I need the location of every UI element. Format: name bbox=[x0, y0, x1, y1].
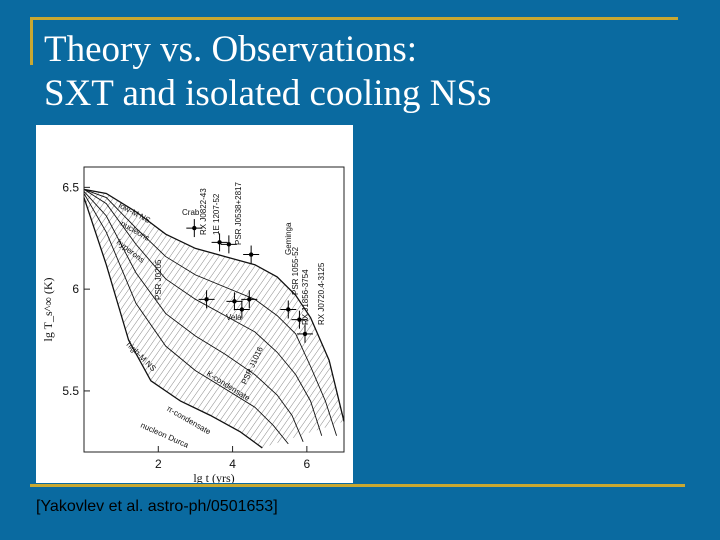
observation-point bbox=[243, 245, 260, 264]
source-label: RX J1856-3754 bbox=[301, 269, 310, 325]
source-label: RX J0720.4-3125 bbox=[317, 262, 326, 325]
source-label: 1E 1207-52 bbox=[212, 193, 221, 235]
y-tick-label: 5.5 bbox=[62, 384, 79, 398]
plot-frame bbox=[83, 166, 345, 453]
ticks-layer: 2 4 6 6.5 6 5.5 bbox=[62, 180, 310, 471]
x-tick-label: 4 bbox=[229, 457, 236, 471]
observation-point bbox=[291, 310, 308, 329]
curve-label: nucleon Durca bbox=[139, 421, 190, 450]
title-line-2: SXT and isolated cooling NSs bbox=[44, 73, 492, 114]
frame-left-line bbox=[30, 17, 33, 65]
curves-layer bbox=[83, 188, 345, 449]
y-tick-label: 6 bbox=[72, 282, 79, 296]
frame-bottom-line bbox=[30, 484, 685, 487]
title-line-1: Theory vs. Observations: bbox=[44, 29, 418, 70]
observation-point bbox=[233, 300, 250, 319]
cooling-curve-5 bbox=[83, 193, 289, 445]
observation-point bbox=[297, 324, 313, 343]
y-axis-label: lg T_s^∞ (K) bbox=[41, 278, 55, 342]
slide-title: Theory vs. Observations: SXT and isolate… bbox=[44, 28, 684, 116]
y-tick-label: 6.5 bbox=[62, 180, 79, 194]
hatched-region bbox=[84, 189, 344, 448]
cooling-curve-4 bbox=[83, 191, 304, 442]
observation-point bbox=[198, 290, 215, 309]
x-axis-label: lg t (yrs) bbox=[193, 471, 234, 483]
x-tick-label: 2 bbox=[155, 457, 162, 471]
source-label: RX J0822-43 bbox=[199, 188, 208, 235]
observation-point bbox=[211, 233, 228, 252]
source-label: PSR J0205 bbox=[154, 259, 163, 300]
frame-top-line bbox=[30, 17, 678, 20]
source-label: PSR 1055-52 bbox=[291, 246, 300, 295]
source-label: Geminga bbox=[284, 222, 293, 255]
observation-point bbox=[220, 235, 237, 254]
x-tick-label: 6 bbox=[304, 457, 311, 471]
source-label: Vela bbox=[226, 313, 242, 322]
observation-point bbox=[186, 219, 203, 238]
cooling-curves-figure: 2 4 6 6.5 6 5.5 lg t (yrs) lg T_s^∞ (K) low-M N… bbox=[36, 125, 353, 483]
source-label: Crab bbox=[182, 208, 200, 217]
cooling-curves-chart: 2 4 66.565.5 lg t (yrs)lg T_s^∞ (K)low-M N… bbox=[41, 166, 345, 483]
cooling-curve-1 bbox=[83, 188, 345, 422]
observations-layer bbox=[186, 219, 313, 343]
observation-point bbox=[226, 292, 243, 311]
hatch-layer bbox=[84, 189, 344, 448]
cooling-curve-3 bbox=[83, 189, 323, 436]
source-label: PSR J0538+2817 bbox=[234, 182, 243, 245]
observation-point bbox=[241, 290, 258, 309]
citation: [Yakovlev et al. astro-ph/0501653] bbox=[36, 498, 278, 515]
cooling-curve-2 bbox=[83, 188, 337, 436]
cooling-curve-6 bbox=[83, 197, 263, 449]
observation-point bbox=[280, 300, 297, 319]
